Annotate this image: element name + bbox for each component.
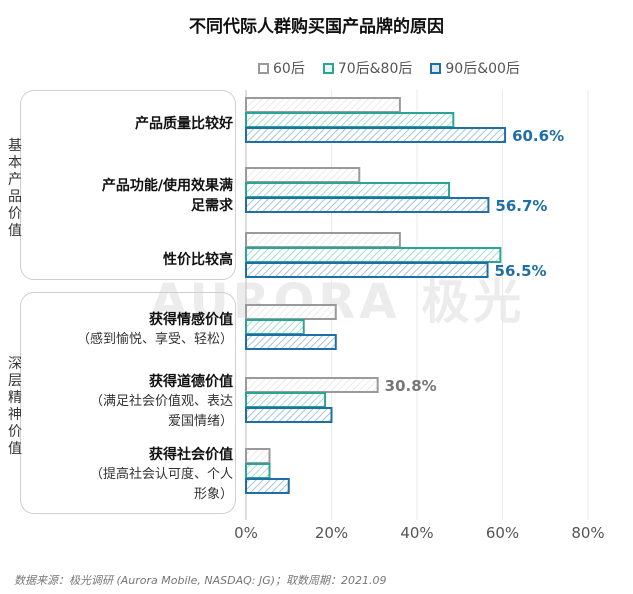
group-box-basic: [20, 90, 236, 280]
category-label: 获得情感价值 （感到愉悦、享受、轻松）: [77, 310, 233, 350]
category-label-main: 获得社会价值: [149, 447, 233, 463]
category-label-main: 获得道德价值: [149, 374, 233, 390]
bar: [245, 247, 502, 263]
legend-swatch-60: [258, 62, 269, 74]
category-label-sub2: 形象）: [193, 487, 233, 502]
bar: [245, 127, 507, 143]
data-label: 60.6%: [512, 127, 564, 145]
category-label-main: 产品质量比较好: [135, 116, 233, 132]
bar: [245, 407, 333, 423]
bar: [245, 448, 271, 464]
legend-swatch-7080: [322, 62, 334, 74]
bar: [245, 377, 379, 393]
legend-swatch-9000: [430, 62, 442, 74]
x-tick-label: 60%: [486, 524, 519, 542]
x-tick-label: 80%: [571, 524, 604, 542]
category-label-sub: （提高社会认可度、个人: [89, 467, 233, 482]
group-title-deep: 深层精神价值: [8, 356, 22, 457]
bar: [245, 112, 455, 128]
category-label-sub: （感到愉悦、享受、轻松）: [76, 332, 233, 347]
x-tick-label: 20%: [315, 524, 348, 542]
legend-label-9000: 90后&00后: [445, 61, 520, 77]
category-label: 性价比较高: [163, 250, 233, 270]
source-note: 数据来源：极光调研 (Aurora Mobile, NASDAQ: JG)；取数…: [14, 574, 387, 587]
watermark: AURORA 极光: [150, 274, 526, 330]
category-label: 获得社会价值 （提高社会认可度、个人 形象）: [90, 445, 233, 505]
data-label: 30.8%: [385, 377, 437, 395]
category-label-sub: （满足社会价值观、表达: [89, 394, 233, 409]
bar: [245, 232, 401, 248]
chart-title: 不同代际人群购买国产品牌的原因: [189, 17, 444, 37]
bar: [245, 334, 337, 350]
bar: [245, 392, 327, 408]
category-label-main: 获得情感价值: [149, 312, 233, 328]
category-label-main: 产品功能/使用效果满: [101, 178, 233, 194]
x-tick-label: 0%: [234, 524, 258, 542]
category-label-main: 性价比较高: [163, 252, 233, 268]
bar: [245, 304, 337, 320]
category-label-sub2: 爱国情绪）: [167, 414, 233, 429]
legend-item-60: 60后: [258, 58, 305, 78]
category-label: 获得道德价值 （满足社会价值观、表达 爱国情绪）: [90, 372, 233, 432]
data-label: 56.7%: [495, 197, 547, 215]
category-label-main-cont: 足需求: [191, 198, 233, 214]
bar: [245, 262, 489, 278]
bar: [245, 463, 271, 479]
bar: [245, 197, 490, 213]
bar: [245, 319, 305, 335]
legend: 60后 70后&80后 90后&00后: [258, 58, 520, 78]
group-title-basic: 基本产品价值: [8, 138, 22, 239]
category-label: 产品功能/使用效果满 足需求: [102, 176, 233, 216]
category-label: 产品质量比较好: [135, 114, 233, 134]
legend-item-7080: 70后&80后: [322, 58, 413, 78]
bar: [245, 167, 361, 183]
data-label: 56.5%: [495, 262, 547, 280]
group-box-deep: [20, 292, 236, 514]
bar: [245, 182, 451, 198]
x-tick-label: 40%: [400, 524, 433, 542]
legend-label-60: 60后: [273, 61, 305, 77]
legend-label-7080: 70后&80后: [337, 61, 413, 77]
bar: [245, 478, 290, 494]
legend-item-9000: 90后&00后: [430, 58, 520, 78]
bar: [245, 97, 401, 113]
